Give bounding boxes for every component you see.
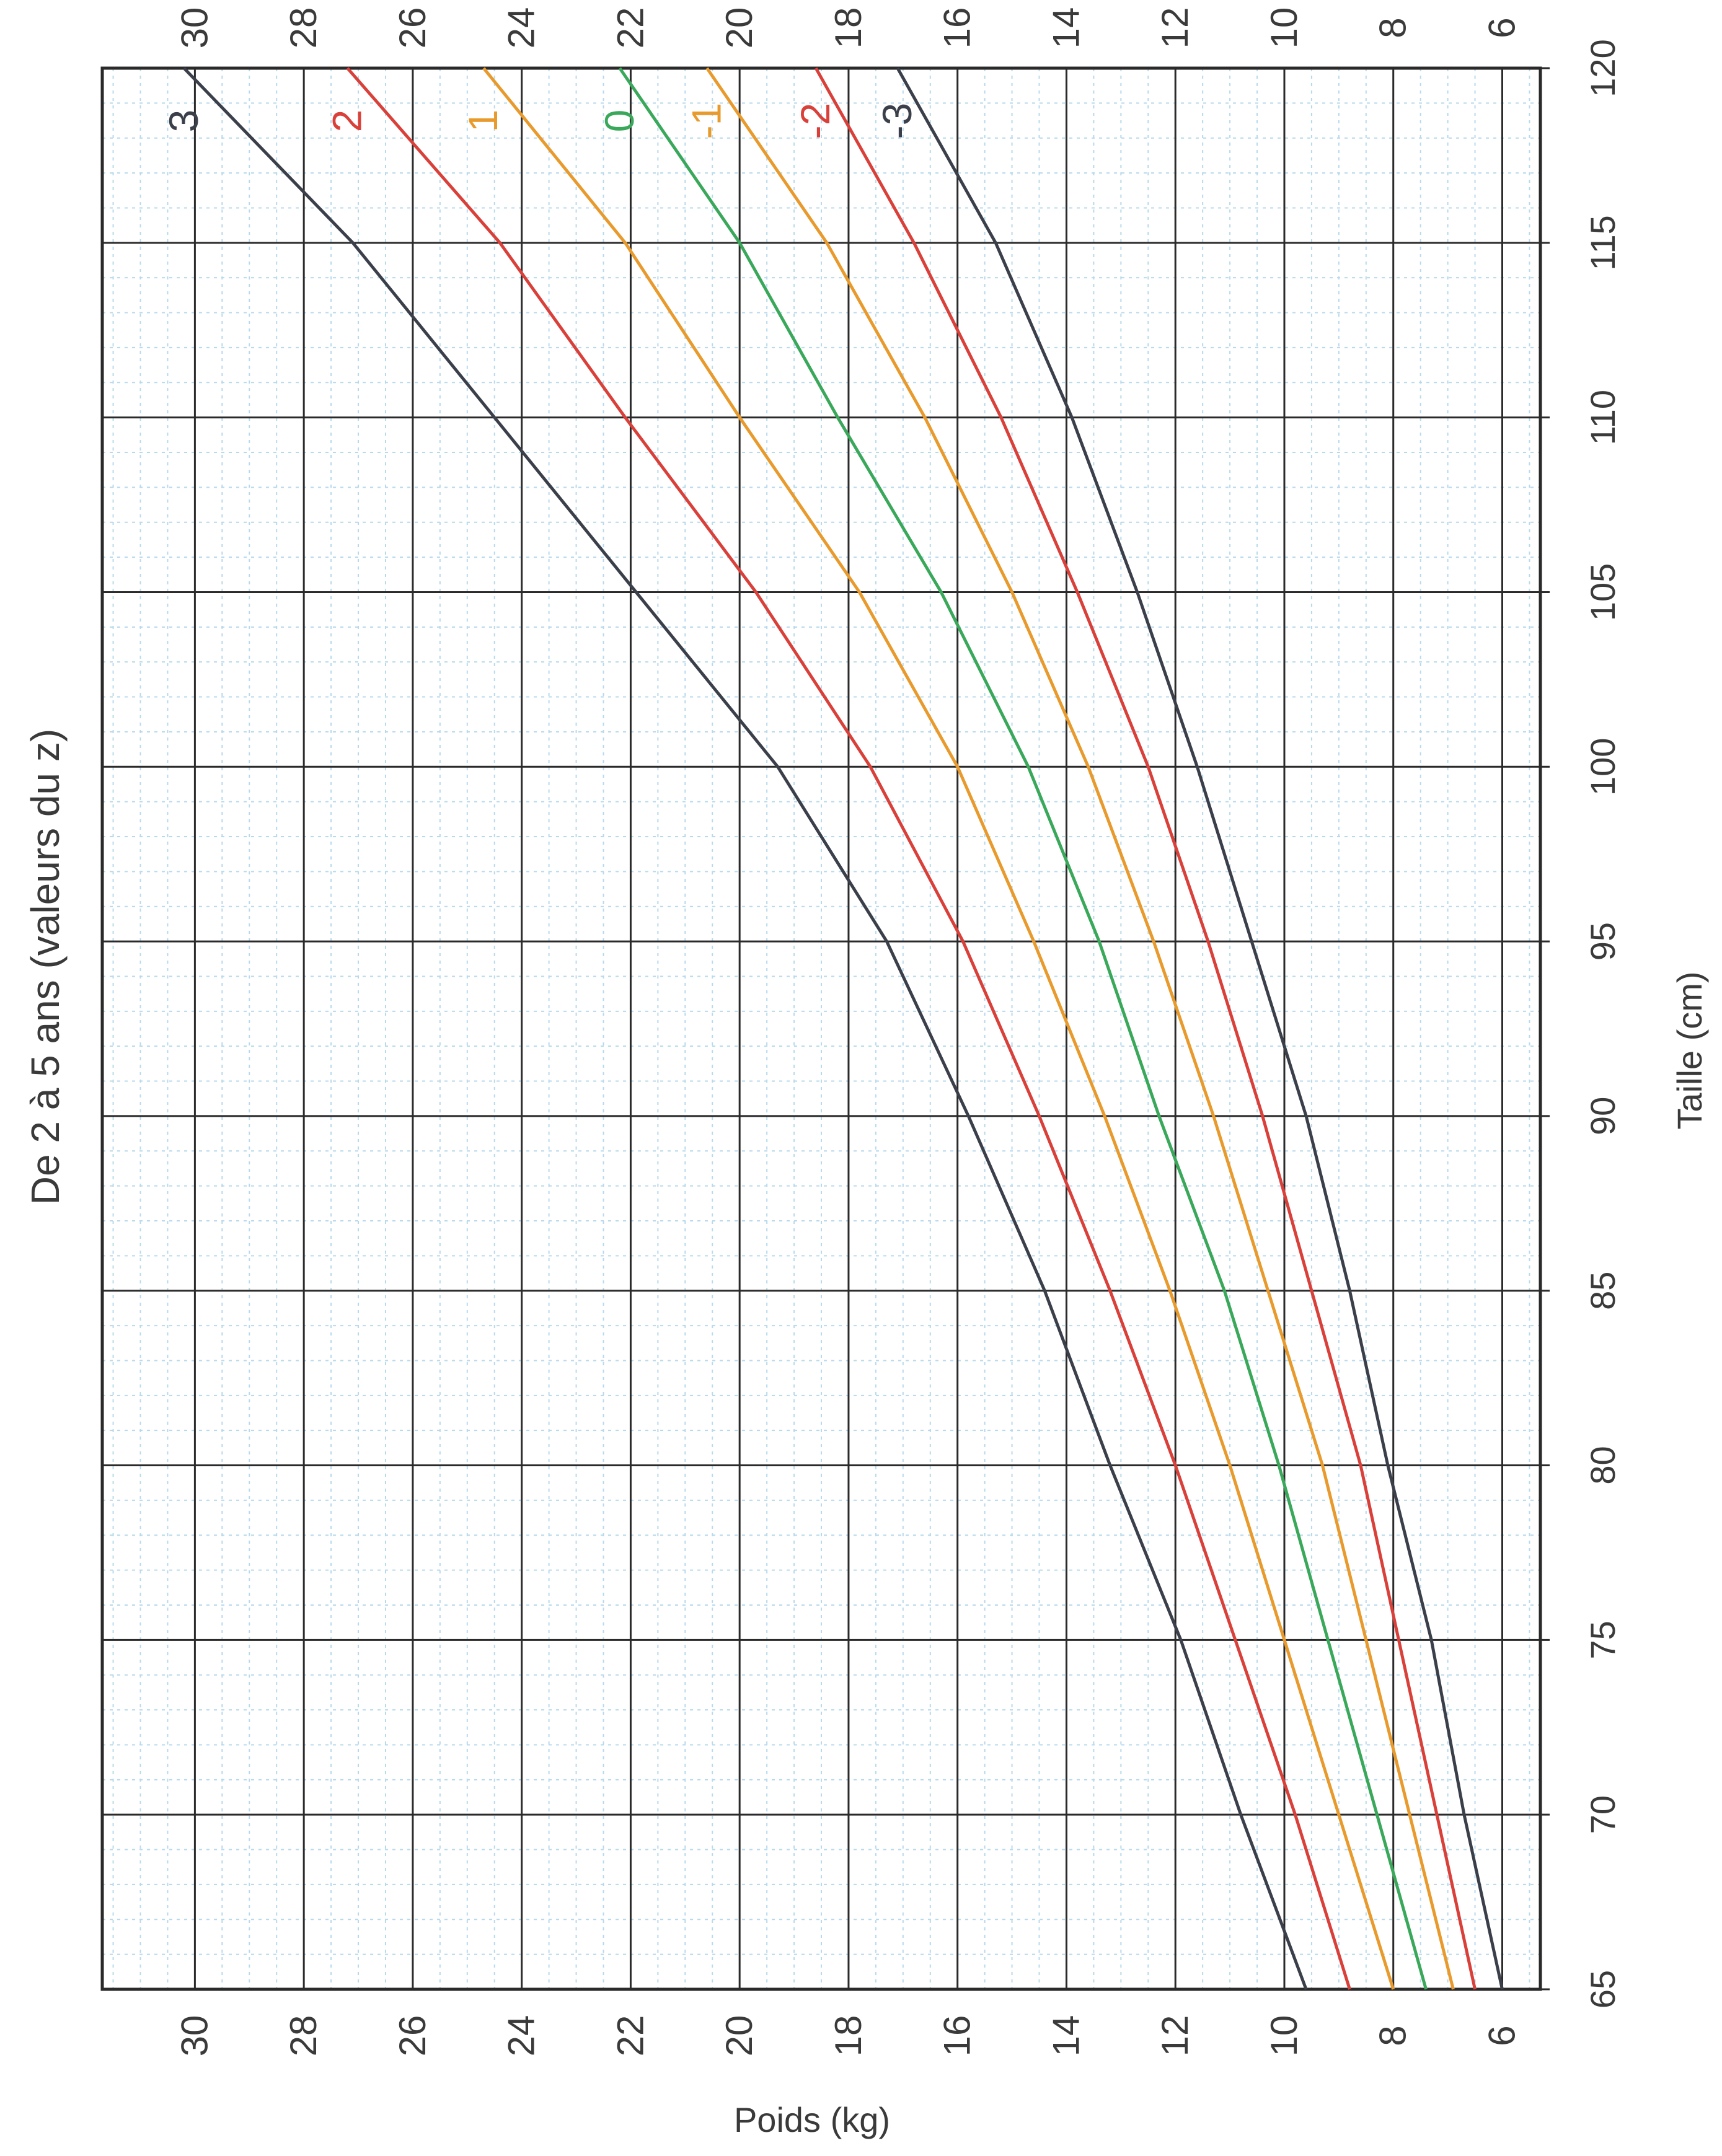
x-tick-label: 90 [1583, 1097, 1622, 1135]
series-line [705, 67, 1455, 1990]
series-label: -1 [683, 103, 729, 139]
plot-border [100, 66, 1542, 1991]
y-tick-label-top: 20 [718, 7, 760, 49]
y-tick-label-bottom: 24 [501, 2015, 542, 2057]
y-tick-label-top: 22 [609, 7, 651, 49]
x-tick-label: 75 [1583, 1621, 1622, 1659]
y-tick-label-bottom: 22 [609, 2015, 651, 2057]
y-tick-label-bottom: 8 [1372, 2025, 1414, 2046]
y-tick-label-top: 8 [1372, 17, 1414, 38]
series-labels: 3 2 1 0 -1 -2 -3 [161, 103, 920, 139]
y-tick-label-bottom: 20 [718, 2015, 760, 2057]
y-tick-label-bottom: 12 [1154, 2015, 1196, 2057]
x-tick-label: 85 [1583, 1272, 1622, 1310]
y-tick-label-bottom: 26 [392, 2015, 433, 2057]
x-tick-label: 65 [1583, 1970, 1622, 2009]
series-label: -2 [792, 103, 838, 139]
minor-grid [102, 68, 1540, 1990]
y-tick-label-top: 28 [283, 7, 324, 49]
series-line [815, 67, 1477, 1990]
y-tick-label-bottom: 10 [1263, 2015, 1305, 2057]
series-line [346, 67, 1351, 1990]
x-tick-label: 95 [1583, 922, 1622, 961]
y-tick-label-top: 18 [828, 7, 869, 49]
y-tick-label-top: 12 [1154, 7, 1196, 49]
major-grid [102, 67, 1550, 1991]
series-lines [183, 67, 1504, 1990]
series-line [896, 67, 1504, 1990]
x-tick-label: 70 [1583, 1795, 1622, 1834]
y-tick-label-bottom: 28 [283, 2015, 324, 2057]
series-label: 3 [161, 110, 206, 133]
y-tick-label-top: 26 [392, 7, 433, 49]
series-label: 1 [460, 110, 506, 133]
series-line [183, 67, 1308, 1990]
x-tick-label: 115 [1583, 215, 1622, 270]
y-axis-label: Poids (kg) [734, 2100, 890, 2139]
y-tick-label-top: 16 [937, 7, 978, 49]
plot-area [100, 66, 1550, 1991]
x-tick-label: 105 [1583, 563, 1622, 621]
x-tick-label: 80 [1583, 1446, 1622, 1484]
y-tick-label-top: 24 [501, 7, 542, 49]
series-label: 2 [324, 110, 369, 133]
x-tick-label: 100 [1583, 738, 1622, 796]
series-label: -3 [874, 103, 920, 139]
y-tick-label-bottom: 30 [174, 2015, 215, 2057]
y-tick-label-bottom: 18 [828, 2015, 869, 2057]
y-tick-label-bottom: 16 [937, 2015, 978, 2057]
x-tick-label: 120 [1583, 39, 1622, 97]
chart-title: De 2 à 5 ans (valeurs du z) [23, 729, 68, 1205]
series-line [618, 67, 1428, 1990]
tick-labels: 6688101012121414161618182020222224242626… [174, 7, 1622, 2057]
x-tick-label: 110 [1583, 390, 1622, 445]
y-tick-label-top: 10 [1263, 7, 1305, 49]
series-label: 0 [596, 110, 642, 133]
x-axis-label: Taille (cm) [1670, 971, 1709, 1129]
y-tick-label-top: 6 [1481, 17, 1522, 38]
y-tick-label-bottom: 6 [1481, 2025, 1522, 2046]
y-tick-label-bottom: 14 [1045, 2015, 1087, 2057]
series-line [482, 67, 1395, 1990]
y-tick-label-top: 30 [174, 7, 215, 49]
y-tick-label-top: 14 [1045, 7, 1087, 49]
